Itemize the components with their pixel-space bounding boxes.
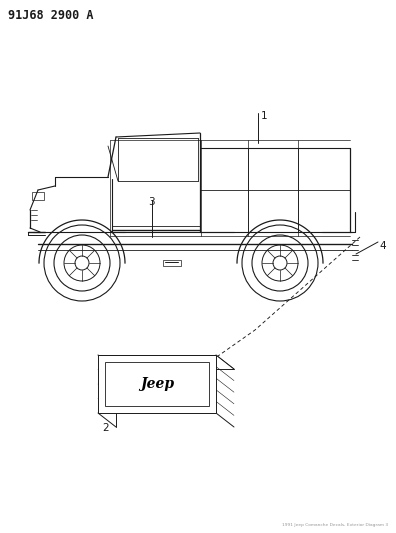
- Text: 91J68 2900 A: 91J68 2900 A: [8, 9, 93, 22]
- Text: 3: 3: [148, 197, 154, 207]
- Text: Jeep: Jeep: [140, 377, 174, 391]
- Bar: [98, 355, 216, 413]
- Text: 1: 1: [261, 111, 268, 121]
- Bar: [163, 260, 181, 266]
- Bar: [105, 362, 209, 406]
- Text: 2: 2: [102, 423, 109, 433]
- Bar: [32, 192, 44, 200]
- Text: 1991 Jeep Comanche Decals, Exterior Diagram 3: 1991 Jeep Comanche Decals, Exterior Diag…: [282, 523, 388, 527]
- Text: 4: 4: [379, 241, 386, 251]
